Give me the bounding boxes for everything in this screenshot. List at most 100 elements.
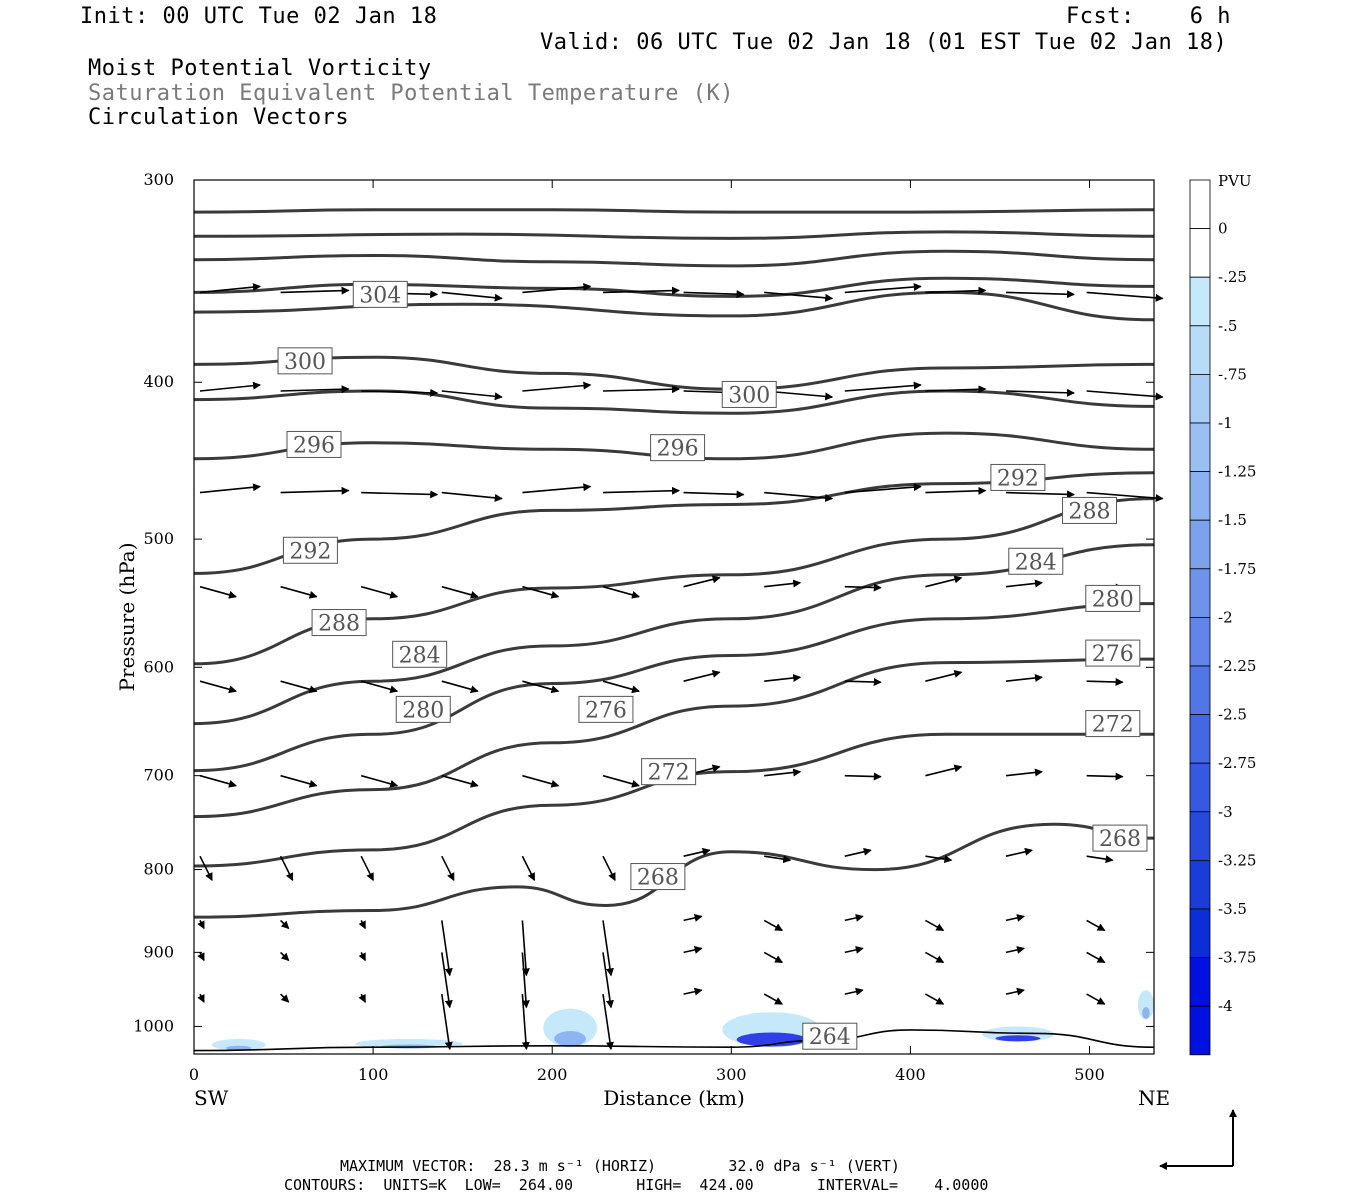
- contour-label: 288: [318, 612, 360, 637]
- circulation-vector: [441, 491, 503, 502]
- circulation-vector: [280, 385, 350, 394]
- pv-core: [554, 1031, 586, 1047]
- circulation-vector: [1005, 490, 1075, 499]
- circulation-vector: [925, 764, 963, 777]
- circulation-vector: [602, 680, 640, 694]
- colorbar-label: -3.75: [1218, 949, 1256, 967]
- colorbar-label: -3.5: [1218, 900, 1247, 918]
- isentrope-276: [193, 657, 1155, 819]
- colorbar-label: -4: [1218, 997, 1233, 1015]
- colorbar-swatch: [1189, 957, 1211, 1007]
- colorbar-label: -1.75: [1218, 560, 1256, 578]
- circulation-vector: [358, 920, 366, 930]
- isentrope-300: [193, 355, 1155, 391]
- circulation-vector: [683, 490, 745, 499]
- circulation-vector: [522, 774, 560, 788]
- circulation-vector: [844, 946, 864, 954]
- circulation-vector: [602, 993, 614, 1051]
- circulation-vector: [441, 291, 503, 302]
- contour-label: 264: [809, 1025, 851, 1050]
- isentrope-304: [193, 276, 1155, 298]
- circulation-vector: [199, 283, 261, 294]
- forecast-hour: Fcst: 6 h: [1066, 4, 1231, 29]
- pv-region: [211, 1038, 266, 1051]
- circulation-vector: [197, 993, 205, 1003]
- circulation-vector: [199, 855, 213, 882]
- circulation-vector: [925, 286, 987, 295]
- contour-label-box: [1008, 547, 1064, 575]
- y-tick-label: 300: [143, 170, 174, 189]
- contour-label: 304: [359, 283, 401, 308]
- y-tick-label: 900: [143, 942, 174, 961]
- contour-label-box: [392, 640, 448, 668]
- circulation-vector: [764, 491, 834, 502]
- colorbar-swatch: [1189, 325, 1211, 375]
- circulation-vector: [602, 774, 640, 788]
- circulation-vector: [360, 680, 399, 694]
- contour-label: 292: [289, 539, 331, 564]
- colorbar-swatch: [1189, 519, 1211, 570]
- y-axis-label: Pressure (hPa): [115, 543, 139, 692]
- circulation-vector: [199, 381, 261, 392]
- contour-label-box: [395, 695, 451, 723]
- circulation-vector: [1005, 579, 1043, 588]
- colorbar-label: -2: [1218, 608, 1233, 626]
- circulation-vector: [844, 987, 864, 996]
- circulation-vector: [925, 385, 987, 394]
- isentrope-308: [193, 208, 1155, 214]
- circulation-vector: [522, 381, 592, 392]
- circulation-vector: [1086, 772, 1124, 781]
- circulation-vector: [602, 286, 680, 295]
- vector-layer: [197, 282, 1164, 1051]
- circulation-vector: [683, 946, 703, 954]
- colorbar-swatch: [1189, 665, 1211, 715]
- circulation-vector: [763, 951, 784, 964]
- circulation-vector: [441, 390, 503, 401]
- colorbar-label: -2.5: [1218, 706, 1247, 724]
- circulation-vector: [925, 919, 945, 932]
- contour-label: 284: [1015, 550, 1057, 575]
- isentrope-306: [193, 230, 1155, 240]
- x-tick-label: 400: [895, 1065, 926, 1084]
- circulation-vector: [521, 952, 530, 1009]
- plot-frame: [193, 179, 1155, 1055]
- colorbar-swatch: [1189, 860, 1211, 910]
- contour-label: 276: [585, 698, 627, 723]
- pv-core: [995, 1035, 1041, 1042]
- pv-core: [736, 1032, 807, 1047]
- circulation-vector: [280, 286, 350, 295]
- contour-label: 268: [637, 866, 679, 891]
- contour-label-box: [1085, 584, 1141, 612]
- colorbar-swatch: [1189, 714, 1211, 764]
- circulation-vector: [844, 847, 872, 857]
- isentrope-284: [193, 543, 1155, 726]
- contour-label-box: [311, 609, 367, 637]
- circulation-vector: [764, 768, 802, 777]
- circulation-vector: [683, 575, 721, 588]
- circulation-vector: [441, 680, 479, 694]
- contour-label-box: [286, 430, 342, 458]
- contour-label-box: [990, 463, 1046, 491]
- circulation-vector: [844, 583, 882, 592]
- colorbar-label: -.75: [1218, 365, 1247, 383]
- colorbar-label: -3.25: [1218, 851, 1256, 869]
- circulation-vector: [280, 774, 318, 788]
- x-tick-label: 0: [189, 1065, 199, 1084]
- circulation-vector: [358, 952, 366, 962]
- colorbar-label: 0: [1218, 220, 1228, 238]
- contour-label-box: [352, 280, 408, 308]
- field-title-pv: Moist Potential Vorticity: [88, 56, 432, 81]
- isentrope-298: [193, 389, 1155, 415]
- pv-shading-layer: [211, 990, 1154, 1051]
- contour-label-box: [1085, 639, 1141, 667]
- circulation-vector: [764, 673, 802, 682]
- contour-label-box: [641, 758, 697, 786]
- contour-label-box: [282, 536, 338, 564]
- colorbar-label: -.5: [1218, 317, 1237, 335]
- contour-label: 296: [293, 433, 335, 458]
- y-tick-label: 600: [143, 657, 174, 676]
- isentrope-layer: [193, 208, 1155, 1052]
- init-time: Init: 00 UTC Tue 02 Jan 18: [80, 4, 438, 29]
- isentrope-272: [193, 732, 1155, 868]
- contour-label: 296: [657, 437, 699, 462]
